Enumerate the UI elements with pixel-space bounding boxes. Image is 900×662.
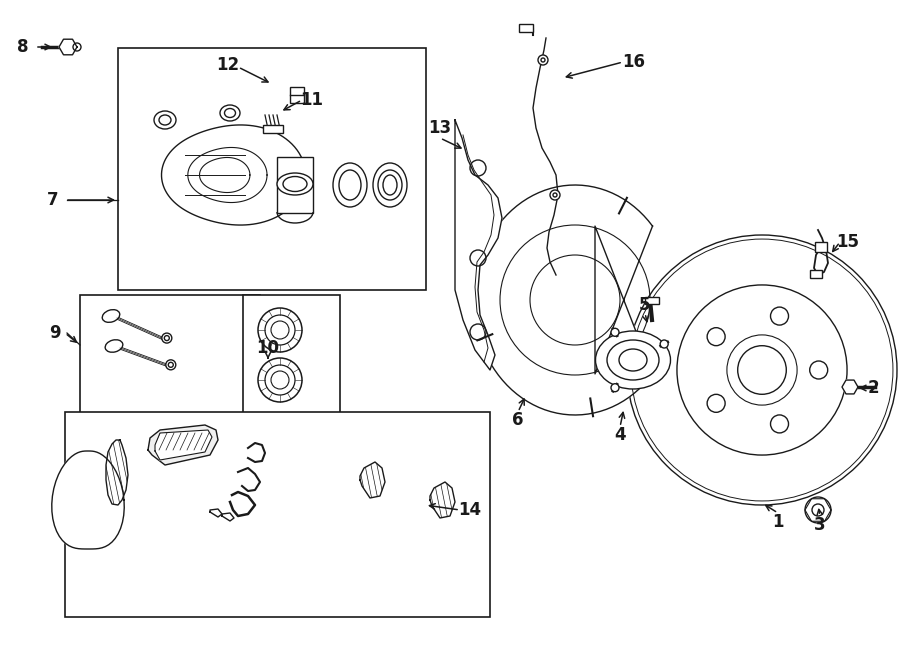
Circle shape: [707, 395, 725, 412]
Bar: [243, 295, 340, 430]
Text: 16: 16: [623, 53, 645, 71]
Circle shape: [611, 384, 619, 392]
Bar: [815, 242, 827, 252]
Circle shape: [661, 340, 668, 348]
Ellipse shape: [103, 310, 120, 322]
Polygon shape: [59, 39, 77, 55]
Text: 6: 6: [512, 411, 524, 429]
Polygon shape: [52, 451, 124, 549]
Polygon shape: [842, 380, 858, 394]
Text: 5: 5: [639, 296, 651, 314]
Text: 2: 2: [868, 379, 878, 397]
Circle shape: [738, 346, 787, 395]
Bar: [263, 125, 283, 133]
Polygon shape: [430, 482, 455, 518]
Polygon shape: [106, 440, 128, 505]
Bar: [277, 157, 313, 213]
Text: 8: 8: [17, 38, 29, 56]
Bar: [118, 48, 426, 290]
Polygon shape: [161, 125, 305, 225]
Circle shape: [162, 333, 172, 343]
Text: 1: 1: [772, 513, 784, 531]
Circle shape: [258, 358, 302, 402]
Circle shape: [538, 55, 548, 65]
Polygon shape: [155, 430, 212, 460]
Circle shape: [677, 285, 847, 455]
Circle shape: [611, 328, 619, 336]
Text: 13: 13: [428, 119, 452, 137]
Text: 15: 15: [836, 233, 860, 251]
Circle shape: [805, 497, 831, 523]
Text: 9: 9: [50, 324, 61, 342]
Ellipse shape: [373, 163, 407, 207]
Ellipse shape: [220, 105, 240, 121]
Ellipse shape: [596, 331, 670, 389]
Bar: [645, 297, 659, 304]
Ellipse shape: [105, 340, 122, 352]
Polygon shape: [455, 120, 502, 370]
Circle shape: [770, 307, 788, 325]
Bar: [519, 24, 533, 32]
Circle shape: [707, 328, 725, 346]
Text: 10: 10: [256, 339, 280, 357]
Text: 3: 3: [814, 516, 826, 534]
Ellipse shape: [154, 111, 176, 129]
Text: 14: 14: [458, 501, 482, 519]
Text: 4: 4: [614, 426, 626, 444]
Circle shape: [258, 308, 302, 352]
Polygon shape: [473, 185, 652, 415]
Circle shape: [770, 415, 788, 433]
Text: 12: 12: [216, 56, 239, 74]
Ellipse shape: [333, 163, 367, 207]
Bar: [65, 412, 490, 617]
Circle shape: [627, 235, 897, 505]
Polygon shape: [360, 462, 385, 498]
Polygon shape: [222, 513, 234, 521]
Bar: [290, 87, 304, 103]
Text: 7: 7: [47, 191, 58, 209]
Polygon shape: [148, 425, 218, 465]
Polygon shape: [210, 509, 222, 517]
Text: 11: 11: [301, 91, 323, 109]
Bar: [80, 295, 260, 430]
Circle shape: [550, 190, 560, 200]
Ellipse shape: [277, 173, 313, 195]
Circle shape: [166, 360, 176, 370]
Circle shape: [810, 361, 828, 379]
Bar: [810, 270, 822, 278]
